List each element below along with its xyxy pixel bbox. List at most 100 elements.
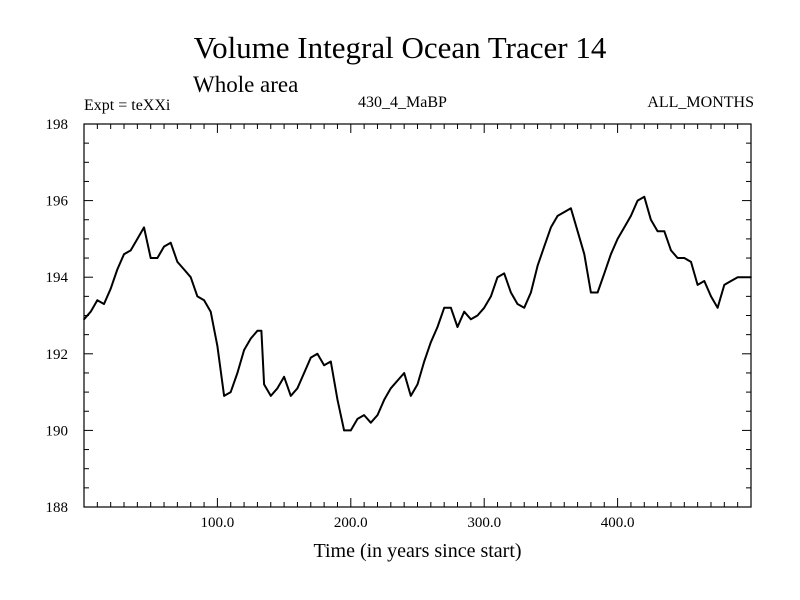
data-point — [636, 199, 639, 202]
data-point — [270, 395, 272, 397]
months-label: ALL_MONTHS — [647, 94, 754, 111]
data-point — [303, 372, 305, 374]
data-point — [523, 307, 525, 309]
series-line — [83, 195, 751, 432]
data-point — [576, 230, 579, 232]
data-point — [583, 253, 586, 255]
data-point — [316, 353, 319, 355]
data-point — [743, 276, 746, 279]
data-point — [223, 395, 225, 397]
data-point — [136, 238, 139, 240]
data-point — [543, 245, 545, 248]
data-point — [530, 291, 532, 294]
axis-tick-labels: 100.0 200.0 300.0 400.0 188 190 192 194 196 198 — [46, 117, 635, 531]
data-point — [736, 276, 739, 279]
data-point — [116, 268, 119, 271]
data-point — [296, 387, 299, 390]
data-point — [310, 356, 312, 359]
data-point — [623, 226, 626, 229]
data-point — [730, 280, 732, 282]
data-point — [570, 207, 572, 210]
data-point — [416, 383, 419, 386]
data-point — [376, 414, 379, 416]
data-point — [470, 318, 472, 321]
y-tick-label: 188 — [46, 500, 69, 516]
data-point — [550, 226, 552, 229]
data-point — [630, 215, 632, 217]
chart-subtitle: Whole area — [193, 72, 299, 97]
data-point — [596, 291, 599, 294]
y-tick-label: 190 — [46, 423, 69, 439]
data-point — [403, 372, 406, 374]
chart-title: Volume Integral Ocean Tracer 14 — [193, 30, 607, 65]
data-point — [510, 291, 512, 294]
data-point — [143, 226, 145, 229]
data-point — [436, 326, 439, 328]
data-point — [96, 299, 99, 302]
data-point — [410, 395, 412, 397]
data-point — [216, 345, 219, 347]
data-point — [350, 429, 352, 432]
data-point — [243, 349, 245, 351]
data-point — [710, 295, 712, 298]
x-tick-label: 200.0 — [334, 515, 368, 531]
data-point — [536, 264, 539, 267]
data-point — [129, 249, 132, 252]
data-point — [209, 310, 212, 313]
data-point — [229, 391, 232, 393]
data-point — [443, 307, 446, 309]
data-point — [396, 379, 399, 382]
data-point — [323, 364, 325, 367]
data-point — [683, 257, 686, 259]
data-point — [109, 287, 112, 290]
data-point — [103, 303, 105, 305]
data-point — [196, 295, 199, 298]
data-point — [676, 257, 679, 259]
data-point — [483, 307, 486, 309]
x-tick-label: 300.0 — [467, 515, 501, 531]
x-axis-label: Time (in years since start) — [313, 540, 522, 562]
data-point — [663, 230, 666, 232]
data-point — [670, 249, 672, 252]
run-label: 430_4_MaBP — [358, 94, 447, 111]
series-points — [83, 196, 752, 432]
data-point — [156, 257, 159, 259]
data-point — [610, 253, 612, 255]
y-tick-label: 194 — [46, 270, 69, 286]
data-point — [89, 310, 92, 313]
data-point — [356, 418, 359, 420]
data-point — [516, 303, 519, 305]
data-point — [456, 326, 459, 328]
x-tick-label: 100.0 — [201, 515, 235, 531]
data-point — [363, 414, 365, 416]
data-point — [83, 318, 85, 321]
data-point — [123, 253, 125, 255]
data-point — [496, 276, 499, 279]
data-point — [343, 429, 345, 432]
data-point — [183, 268, 185, 271]
data-point — [236, 372, 239, 374]
data-point — [503, 272, 506, 275]
data-point — [163, 245, 165, 248]
data-point — [390, 387, 392, 390]
data-point — [450, 307, 452, 309]
data-point — [590, 291, 592, 294]
data-point — [149, 257, 152, 259]
data-point — [650, 219, 652, 221]
data-point — [690, 261, 692, 263]
data-point — [490, 295, 492, 298]
data-point — [656, 230, 659, 232]
data-point — [189, 276, 192, 279]
data-point — [616, 238, 619, 240]
data-point — [430, 341, 432, 344]
data-point — [603, 272, 606, 275]
data-point — [696, 284, 699, 286]
y-tick-label: 192 — [46, 347, 69, 363]
data-point — [463, 310, 466, 313]
data-point — [556, 215, 559, 217]
data-point — [723, 284, 726, 286]
data-point — [336, 399, 339, 401]
data-point — [260, 330, 263, 332]
x-tick-label: 400.0 — [601, 515, 635, 531]
